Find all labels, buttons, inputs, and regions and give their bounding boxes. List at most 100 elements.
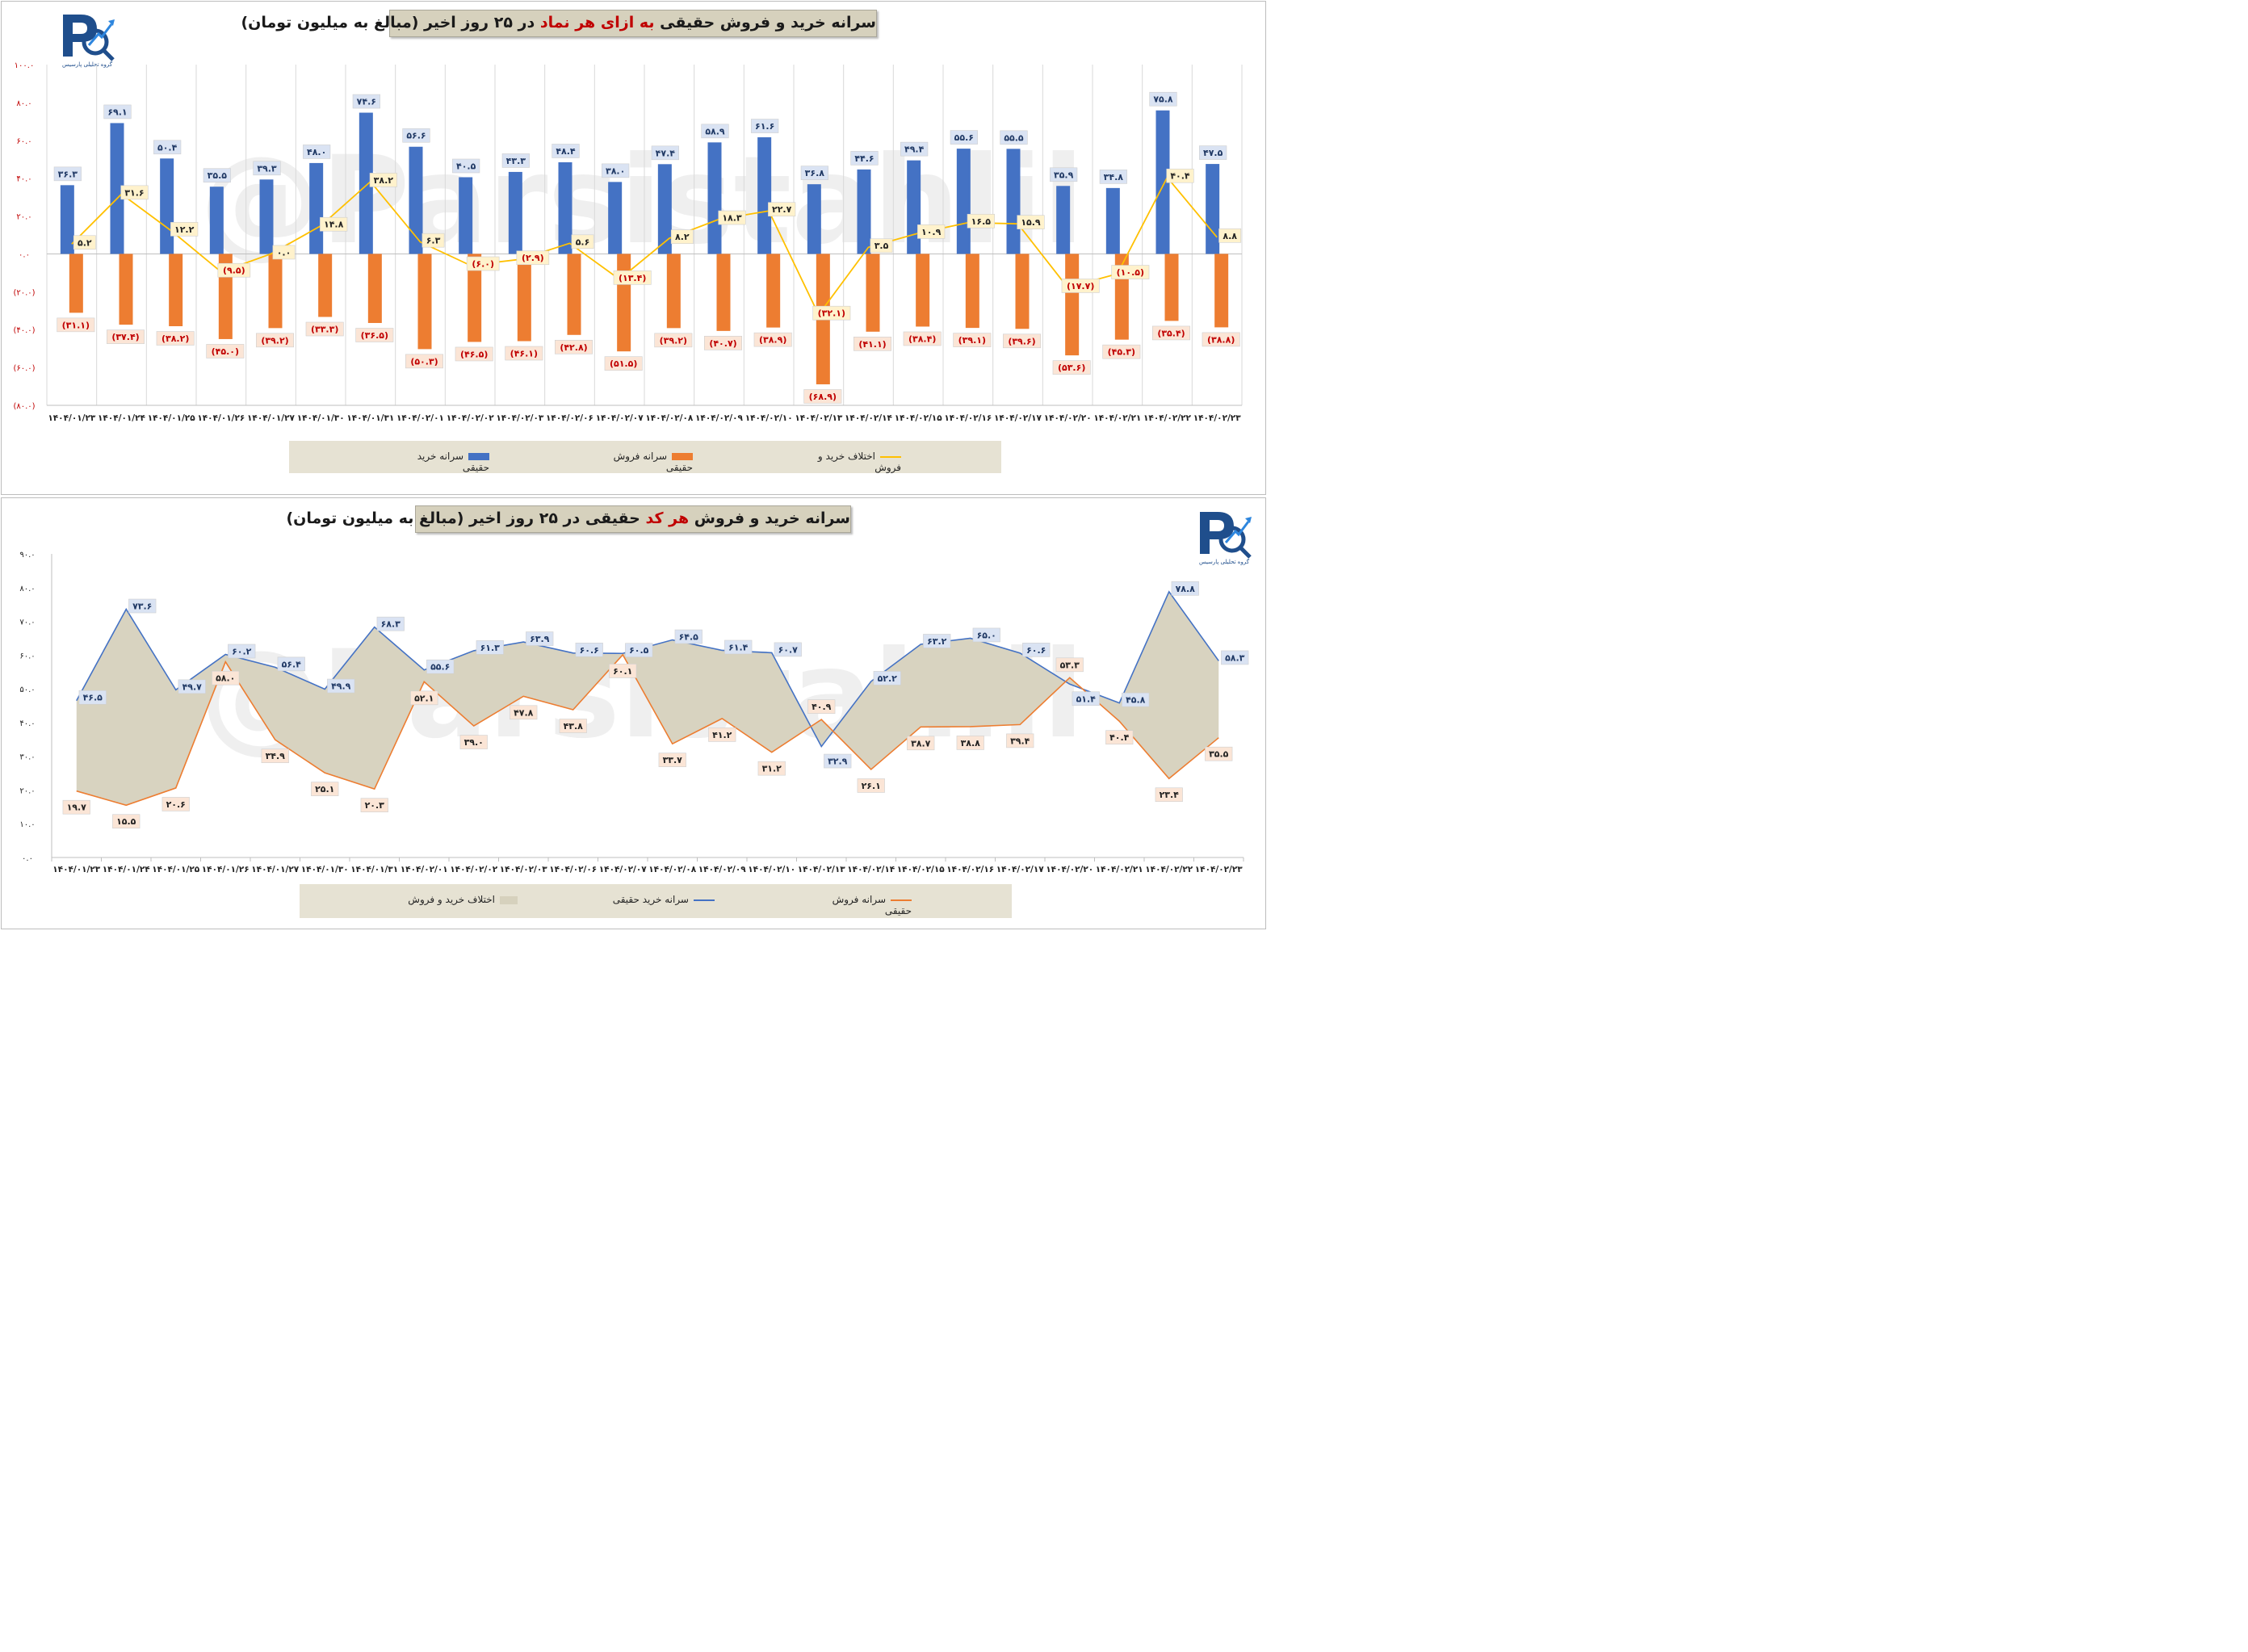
sell-value-label-box — [360, 798, 388, 812]
sell-bar — [965, 254, 979, 329]
buy-bar — [956, 149, 971, 254]
diff-value-label: (۱۳.۴) — [619, 273, 646, 283]
sell-value-label-box — [953, 333, 992, 347]
x-tick-label: ۱۴۰۴/۰۱/۳۰ — [297, 413, 345, 423]
x-tick-label: ۱۴۰۴/۰۲/۲۱ — [1096, 865, 1143, 874]
buy-value-label: ۵۸.۹ — [705, 126, 725, 136]
sell-value-label: ۲۰.۶ — [166, 799, 186, 810]
diff-value-label: ۵.۲ — [78, 237, 92, 248]
y-tick-label: ۱۰۰.۰ — [15, 61, 35, 70]
sell-value-label: ۵۸.۰ — [216, 673, 235, 684]
sell-value-label-box — [311, 782, 339, 796]
y-tick-label: ۰.۰ — [22, 854, 33, 863]
x-tick-label: ۱۴۰۴/۰۲/۰۷ — [599, 865, 648, 874]
sell-value-label-box — [305, 321, 344, 337]
buy-value-label: ۳۸.۰ — [606, 166, 625, 176]
sell-value-label: (۳۸.۲) — [161, 333, 189, 344]
buy-value-label: ۴۶.۵ — [83, 693, 103, 703]
buy-bar — [409, 146, 423, 254]
buy-value-label-box — [1050, 167, 1078, 182]
sell-value-label: (۳۸.۹) — [759, 335, 786, 346]
sell-value-label: (۳۶.۵) — [361, 330, 388, 341]
sell-value-label-box — [753, 332, 792, 347]
buy-value-label: ۵۱.۴ — [1076, 694, 1097, 704]
x-tick-label: ۱۴۰۴/۰۱/۳۱ — [346, 413, 394, 423]
buy-value-label: ۳۴.۸ — [1104, 172, 1124, 182]
diff-value-label-box — [272, 245, 296, 260]
diff-value-label: ۰.۰ — [277, 247, 291, 258]
sell-value-label: (۵۱.۵) — [610, 358, 637, 369]
buy-bar — [857, 169, 871, 254]
sell-value-label: ۳۸.۷ — [911, 738, 931, 748]
sell-value-label-box — [807, 699, 836, 714]
diff-value-label-box — [466, 256, 500, 271]
legend-item-buy-line: سرانه خرید حقیقی — [610, 894, 715, 905]
x-tick-label: ۱۴۰۴/۰۲/۰۶ — [549, 865, 597, 874]
buy-bar — [907, 160, 921, 254]
bottom-title-highlight: هر کد — [645, 509, 690, 527]
buy-value-label-box — [1099, 170, 1127, 184]
buy-value-label: ۴۷.۵ — [1203, 148, 1223, 158]
legend-label-sell: سرانه فروش حقیقی — [613, 451, 693, 473]
buy-value-label-box — [873, 671, 901, 686]
sell-bar — [716, 254, 731, 331]
diff-value-label: ۱۸.۳ — [722, 213, 742, 224]
sell-bar — [268, 254, 283, 329]
buy-value-label-box — [800, 166, 828, 180]
sell-value-label-box — [907, 736, 935, 751]
buy-bar — [259, 179, 274, 254]
buy-value-label-box — [850, 151, 879, 166]
x-tick-label: ۱۴۰۴/۰۱/۲۴ — [103, 865, 151, 874]
diff-line — [71, 176, 1218, 317]
buy-bar — [60, 185, 74, 254]
buy-value-label-box — [253, 161, 281, 176]
x-tick-label: ۱۴۰۴/۰۲/۰۸ — [648, 865, 697, 874]
buy-bar — [1206, 164, 1220, 254]
bottom-chart-svg: @Parsistahlil۹۰.۰۸۰.۰۷۰.۰۶۰.۰۵۰.۰۴۰.۰۳۰.… — [19, 551, 1249, 874]
buy-value-label-box — [651, 145, 679, 161]
buy-value-label: ۶۹.۱ — [107, 107, 127, 117]
legend-item-sell-line: سرانه فروش حقیقی — [807, 894, 912, 916]
buy-value-label: ۴۸.۰ — [307, 147, 326, 157]
diff-value-label-box — [1061, 279, 1100, 293]
x-tick-label: ۱۴۰۴/۰۲/۲۲ — [1143, 413, 1192, 423]
buy-value-label-box — [923, 634, 951, 648]
x-tick-label: ۱۴۰۴/۰۱/۲۴ — [98, 413, 146, 423]
diff-value-label-box — [1017, 215, 1045, 229]
y-tick-label: ۲۰.۰ — [19, 786, 35, 795]
diff-value-label: ۸.۲ — [675, 232, 690, 242]
buy-value-label-box — [950, 130, 978, 145]
buy-bar — [558, 161, 572, 254]
buy-value-label: ۶۰.۷ — [778, 644, 799, 655]
sell-value-label-box — [1205, 746, 1233, 761]
sell-value-label: ۱۹.۷ — [67, 803, 87, 813]
diff-value-label: ۴۰.۴ — [1170, 171, 1190, 182]
sell-value-label: ۴۱.۲ — [712, 730, 732, 740]
sell-value-label-box — [1003, 333, 1042, 349]
diff-value-label-box — [870, 238, 893, 254]
x-tick-label: ۱۴۰۴/۰۱/۳۱ — [350, 865, 398, 874]
sell-value-label-box — [455, 346, 493, 362]
buy-value-label-box — [476, 640, 504, 655]
sell-value-label: (۳۹.۶) — [1008, 336, 1035, 346]
y-tick-label: (۸۰.۰) — [13, 402, 35, 411]
diff-value-label-box — [1166, 168, 1194, 183]
x-tick-label: ۱۴۰۴/۰۲/۲۱ — [1093, 413, 1141, 423]
sell-value-label-box — [853, 337, 892, 351]
buy-value-label: ۳۵.۹ — [1054, 170, 1074, 180]
diff-value-label-box — [422, 233, 445, 248]
buy-value-label: ۴۹.۴ — [904, 145, 925, 155]
sell-value-label-box — [1152, 325, 1191, 341]
sell-value-label-box — [505, 346, 543, 361]
x-tick-label: ۱۴۰۴/۰۲/۱۷ — [994, 413, 1042, 423]
sell-bar — [417, 254, 432, 350]
y-tick-label: ۳۰.۰ — [19, 753, 35, 762]
buy-bar — [757, 137, 772, 254]
diff-value-label: (۶.۰) — [472, 259, 494, 270]
logo-caption: گروه تحلیلی پارسیس — [1198, 559, 1250, 565]
x-tick-label: ۱۴۰۴/۰۲/۱۰ — [748, 865, 795, 874]
sell-value-label: (۴۰.۷) — [709, 338, 736, 349]
buy-value-label-box — [228, 644, 256, 659]
buy-value-label-box — [1149, 91, 1177, 107]
buy-value-label: ۴۰.۵ — [456, 161, 476, 171]
